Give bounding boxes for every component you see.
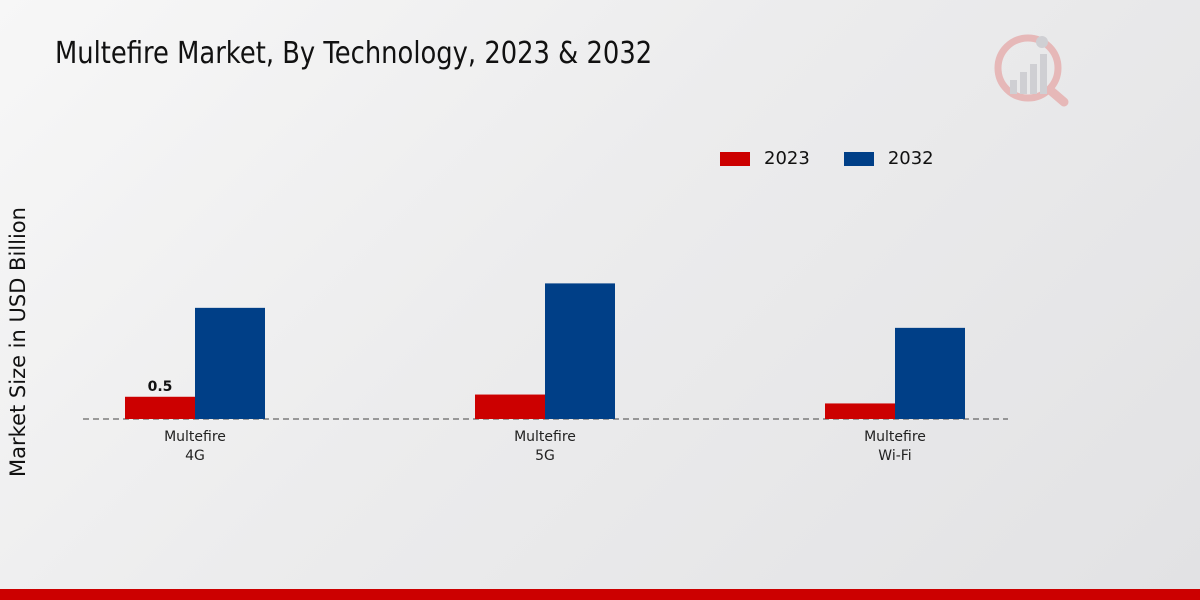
bar-2032-multefire-4g [195, 307, 265, 419]
x-tick-label: Multefire 4G [164, 429, 226, 464]
legend-item-2032: 2032 [843, 148, 934, 169]
legend-label-2023: 2023 [764, 148, 810, 169]
legend-swatch-2023 [720, 151, 750, 166]
legend-label-2032: 2032 [887, 148, 934, 169]
chart-legend: 2023 2032 [720, 148, 934, 169]
brand-logo-icon [990, 28, 1080, 112]
bar-2032-multefire-wi-fi [895, 327, 965, 419]
legend-item-2023: 2023 [720, 148, 810, 169]
bar-2023-multefire-wi-fi [825, 403, 895, 419]
chart-title: Multefire Market, By Technology, 2023 & … [55, 36, 653, 71]
x-tick-label: Multefire Wi-Fi [864, 429, 926, 464]
bar-2023-multefire-5g [475, 394, 545, 419]
footer-bar [0, 589, 1200, 600]
x-tick-label: Multefire 5G [514, 429, 576, 464]
bar-2023-multefire-4g [125, 396, 195, 419]
bar-2032-multefire-5g [545, 283, 615, 419]
legend-swatch-2032 [843, 151, 874, 166]
data-label: 0.5 [148, 379, 173, 395]
